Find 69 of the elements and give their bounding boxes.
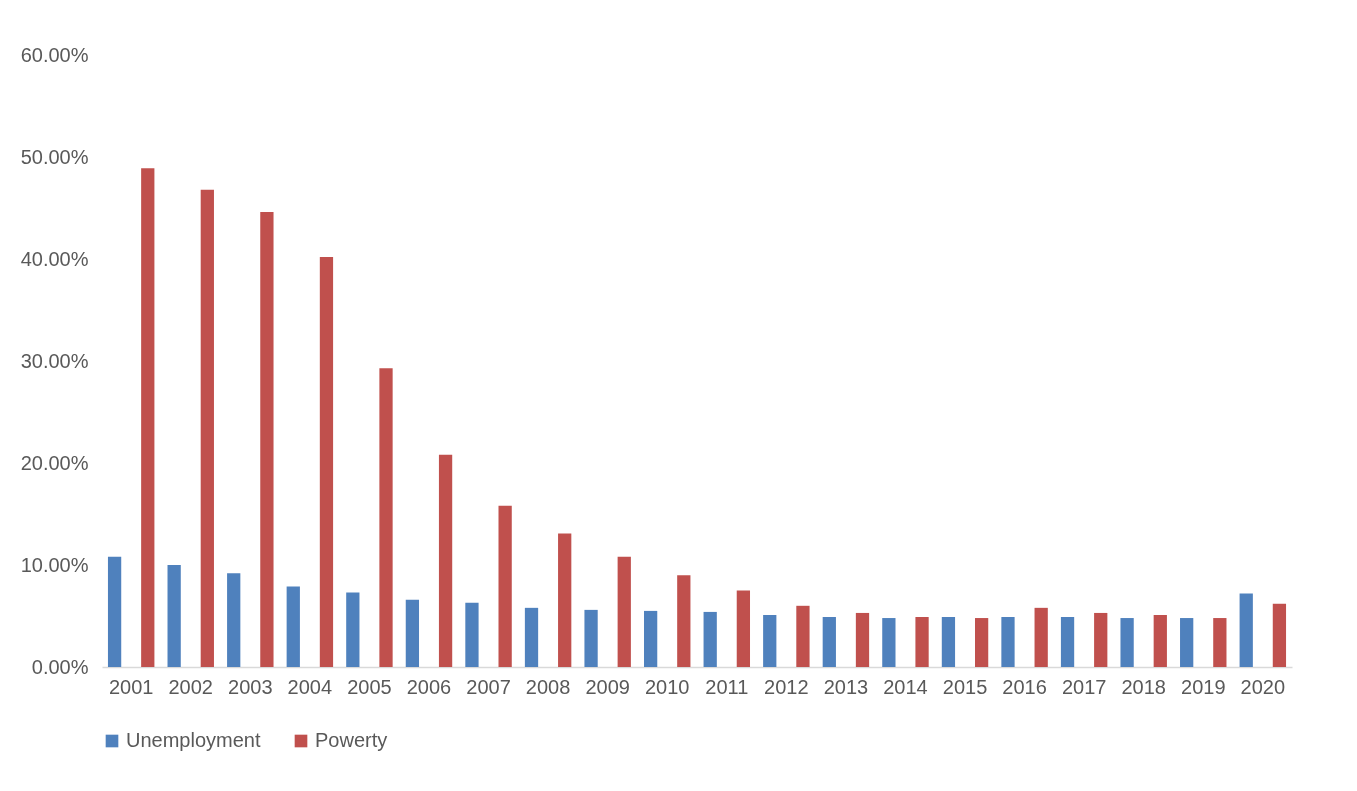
bar [167,565,181,667]
bar [1180,618,1194,667]
x-tick-label: 2002 [168,675,213,698]
x-tick-label: 2012 [764,675,809,698]
bar [974,618,989,667]
legend-label: Unemployment [126,729,261,751]
bar [1060,617,1075,667]
bar [677,575,691,667]
bar [346,592,360,667]
x-tick-label: 2018 [1121,675,1166,698]
y-tick-label: 10.00% [20,553,89,576]
bar [107,556,122,667]
bar [584,609,598,667]
bar [438,454,453,667]
bar [200,189,214,667]
bar [882,618,896,667]
bar [1001,617,1015,667]
bar [855,612,870,667]
bar [319,256,334,667]
bar [524,607,539,667]
bar [260,212,274,667]
bar [703,611,717,667]
bar [141,168,155,667]
x-tick-label: 2014 [883,675,928,698]
legend-label: Powerty [315,729,388,751]
x-tick-label: 2013 [823,675,869,698]
x-tick-label: 2011 [705,675,749,698]
bar [915,617,929,667]
x-tick-label: 2016 [1002,675,1047,698]
x-tick-label: 2015 [942,675,988,698]
x-tick-label: 2020 [1240,675,1286,698]
x-tick-label: 2006 [406,675,452,698]
bar [822,617,836,667]
x-tick-label: 2007 [466,675,511,698]
bar [1239,593,1253,667]
y-tick-label: 30.00% [20,349,89,372]
x-tick-label: 2010 [644,675,690,698]
x-tick-label: 2008 [525,675,571,698]
bar [617,556,631,667]
bar [796,605,810,667]
x-tick-label: 2019 [1181,675,1226,698]
bar [1272,603,1287,667]
y-tick-label: 60.00% [20,43,89,66]
y-tick-label: 50.00% [20,145,89,168]
y-tick-label: 40.00% [20,247,89,270]
x-tick-label: 2004 [287,675,333,698]
y-tick-label: 20.00% [20,451,89,474]
bar [227,573,241,667]
bar [1120,618,1134,667]
x-tick-label: 2001 [108,675,154,698]
x-tick-label: 2017 [1061,675,1107,698]
bar [643,610,658,667]
bar [763,614,777,667]
bar [286,586,300,667]
x-tick-label: 2009 [585,675,630,698]
x-tick-label: 2005 [347,675,392,698]
bar [736,590,751,667]
bar [558,533,572,667]
bar [465,602,479,667]
y-tick-label: 0.00% [31,655,89,678]
bar [1153,614,1167,667]
bar [1034,607,1048,667]
bar [941,617,956,667]
bar [379,368,393,667]
bar [498,505,512,667]
bar [1094,612,1108,667]
bar [405,599,420,667]
x-tick-label: 2003 [228,675,273,698]
bar [1213,618,1227,667]
